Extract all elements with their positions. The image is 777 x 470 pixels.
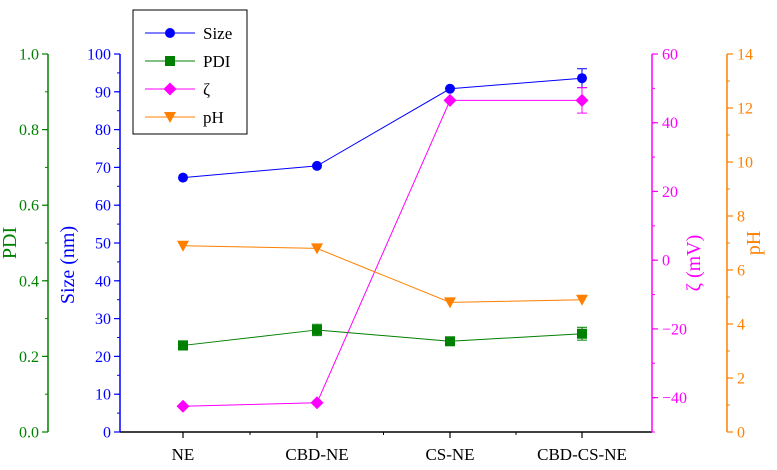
data-point [178,340,188,351]
ph-tick-label: 10 [737,155,753,172]
legend-label: pH [203,108,224,127]
ph-tick-label: 0 [737,425,745,442]
series-Size [178,68,587,183]
data-point [443,93,457,107]
size-tick-label: 0 [103,425,111,442]
series-pH [177,240,588,309]
pdi-tick-label: 0.2 [19,349,39,366]
data-point [312,324,322,335]
size-tick-label: 20 [95,349,111,366]
pdi-tick-label: 0.6 [19,198,39,215]
x-tick-label: CS-NE [425,445,474,464]
series-ζ [176,87,589,413]
size-tick-label: 80 [95,122,111,139]
data-point [445,83,455,94]
legend-label: PDI [203,52,231,71]
pdi-tick-label: 1.0 [19,47,39,64]
series-layer [176,68,589,413]
ph-tick-label: 4 [737,317,745,334]
size-tick-label: 50 [95,236,111,253]
pdi-tick-label: 0.8 [19,122,39,139]
ph-tick-label: 6 [737,263,745,280]
legend-marker [165,28,175,38]
size-axis-label: Size (nm) [57,226,79,304]
data-point [176,399,190,413]
data-point [310,396,324,410]
pdi-tick-label: 0.4 [19,273,39,290]
legend-marker [165,56,175,66]
pdi-tick-label: 0.0 [19,425,39,442]
data-point [178,172,188,183]
data-point [576,294,588,306]
data-point [312,160,322,171]
axes-layer: NE CBD-NE CS-NE CBD-CS-NE 0.0 0.2 0.4 0.6 0.8 1.0… [0,47,765,465]
ph-tick-label: 12 [737,101,753,118]
ph-axis-label: pH [743,231,765,255]
size-tick-label: 60 [95,198,111,215]
zeta-tick-label: −40 [662,390,687,407]
size-tick-label: 90 [95,84,111,101]
zeta-tick-label: 20 [662,184,678,201]
size-tick-label: 40 [95,273,111,290]
series-line [182,77,583,179]
data-point [577,328,587,339]
data-point [311,243,323,255]
x-tick-label: NE [172,445,195,464]
size-tick-label: 70 [95,160,111,177]
ph-tick-label: 14 [737,47,753,64]
series-PDI [178,323,587,351]
data-point [575,93,589,107]
legend-box [132,9,248,135]
zeta-tick-label: 0 [662,253,670,270]
zeta-tick-label: 60 [662,47,678,64]
size-tick-label: 10 [95,387,111,404]
zeta-tick-label: 40 [662,115,678,132]
series-line [182,245,583,303]
ph-tick-label: 8 [737,209,745,226]
x-tick-label: CBD-NE [285,445,348,464]
legend-marker [164,112,176,123]
size-tick-label: 100 [87,47,111,64]
legend-label: ζ [203,80,210,99]
pdi-axis-label: PDI [0,227,21,259]
legend: Size PDI ζ pH [132,9,248,135]
data-point [445,336,455,347]
x-tick-label: CBD-CS-NE [537,445,627,464]
size-tick-label: 30 [95,311,111,328]
data-point [177,240,189,252]
legend-label: Size [203,24,232,43]
series-line [182,329,583,346]
zeta-axis-label: ζ (mV) [683,235,705,292]
zeta-tick-label: −20 [662,321,687,338]
legend-marker [163,82,177,96]
ph-tick-label: 2 [737,371,745,388]
data-point [444,297,456,309]
data-point [577,73,587,84]
series-line [182,99,582,407]
